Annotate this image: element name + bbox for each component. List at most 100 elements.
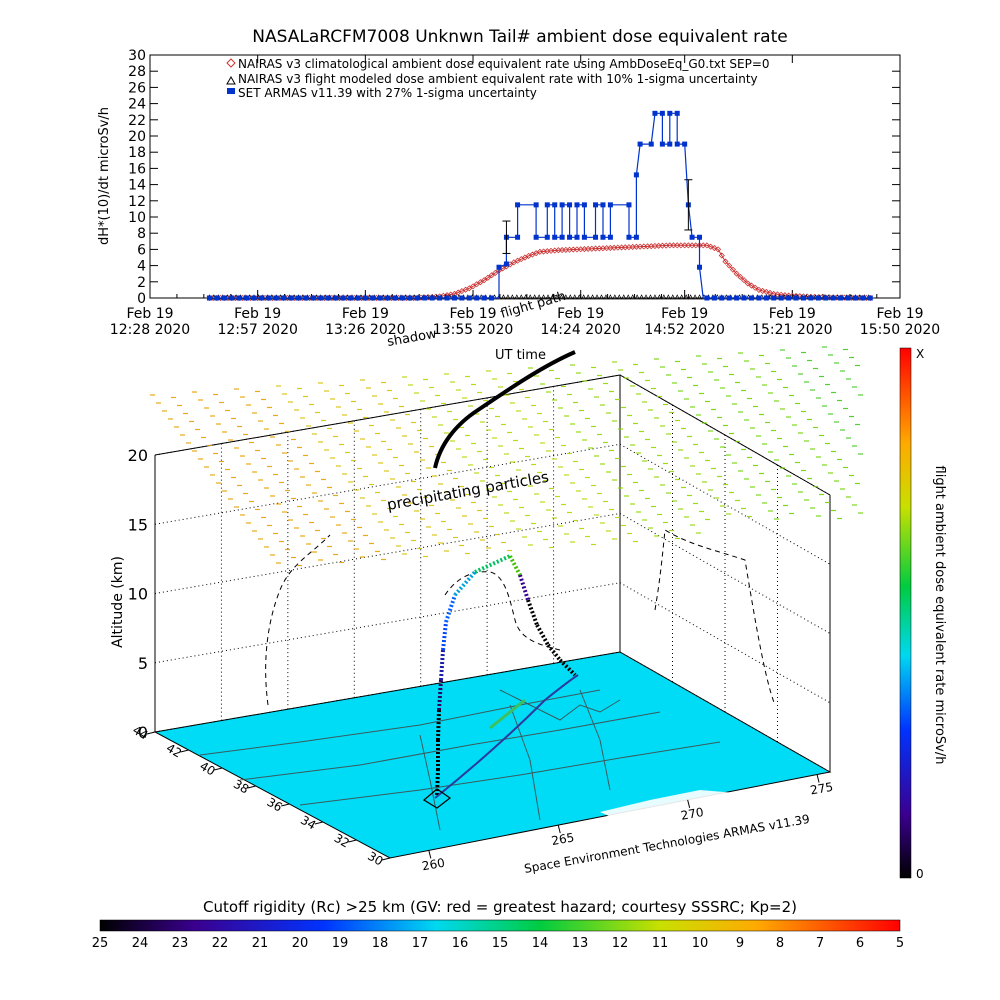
climatological-point	[726, 262, 733, 269]
armas-point	[258, 295, 264, 301]
flight-modeled-point	[585, 294, 591, 300]
y-tick-label: 6	[137, 242, 146, 258]
armas-point	[355, 295, 361, 301]
flight-modeled-point	[634, 294, 640, 300]
armas-point	[689, 234, 695, 240]
flight-modeled-point	[647, 294, 654, 300]
flight-modeled-point	[639, 294, 645, 300]
flight-modeled-point	[545, 294, 551, 300]
climatological-point	[466, 285, 473, 292]
flight-modeled-point	[652, 294, 658, 300]
armas-point	[748, 295, 754, 301]
trace-segment	[546, 643, 562, 662]
flight-modeled-point	[536, 294, 542, 300]
takeoff-marker	[422, 788, 452, 809]
armas-point	[414, 295, 420, 301]
flight-modeled-point	[603, 294, 609, 300]
armas-point	[515, 234, 521, 240]
shadow-curves	[265, 529, 776, 706]
trace-segment	[439, 649, 445, 681]
precipitating-particles	[150, 346, 863, 567]
z-grid-line	[619, 513, 831, 634]
armas-point	[667, 141, 673, 147]
armas-point	[838, 295, 844, 301]
flight-modeled-point	[612, 294, 618, 300]
y-tick-label: 22	[128, 113, 146, 129]
legend-entry-nairas-flight: NAIRAS v3 flight modeled dose ambient eq…	[238, 72, 758, 86]
armas-point	[674, 110, 680, 116]
lat-axis: 44 42 40 38 36 34 32 30	[130, 723, 391, 869]
armas-point	[236, 295, 242, 301]
lon-tick-label: 260	[421, 856, 446, 874]
armas-point	[496, 264, 502, 270]
armas-point	[362, 295, 368, 301]
flight-modeled-point	[496, 294, 502, 300]
armas-point	[273, 295, 279, 301]
lat-tick-label: 44	[130, 723, 150, 743]
trace-segment	[558, 658, 577, 677]
armas-point	[867, 295, 873, 301]
y-tick-label: 0	[137, 291, 146, 307]
flight-modeled-point	[554, 294, 560, 300]
x-tick-label-time: 15:21 2020	[752, 322, 832, 338]
scale-label: 9	[736, 936, 744, 951]
climatological-point	[718, 252, 725, 259]
legend-marker-diamond	[226, 58, 236, 68]
armas-point	[296, 295, 302, 301]
legend: NAIRAS v3 climatological ambient dose eq…	[226, 57, 770, 100]
y-tick-label: 12	[128, 194, 146, 210]
gulf-coast	[600, 788, 815, 830]
y-tick-label: 4	[137, 259, 146, 275]
x-tick-label-date: Feb 19	[661, 306, 708, 322]
z-axis: 0 5 10 15 20	[128, 446, 148, 742]
armas-point	[581, 234, 587, 240]
armas-point	[214, 295, 220, 301]
lon-tick-label: 275	[809, 780, 834, 798]
armas-point	[667, 110, 673, 116]
z-grid-line	[619, 443, 831, 565]
scale-label: 21	[252, 936, 269, 951]
series-armas-line	[209, 112, 871, 299]
trace-segment	[435, 769, 440, 796]
lat-tick-label: 38	[231, 777, 251, 797]
y-tick-label: 14	[128, 178, 146, 194]
armas-point	[481, 295, 487, 301]
lon-tick-label: 270	[680, 805, 705, 823]
flight-modeled-point	[621, 294, 627, 300]
armas-point	[533, 202, 539, 208]
lat-tick-label: 40	[197, 759, 217, 779]
armas-point	[830, 295, 836, 301]
legend-marker-square	[227, 88, 235, 94]
armas-point	[697, 234, 703, 240]
scale-label: 16	[452, 936, 469, 951]
colorbar-vertical	[899, 347, 912, 879]
armas-point	[437, 295, 443, 301]
lat-tick	[214, 767, 223, 771]
flight-modeled-point	[572, 294, 578, 300]
armas-point	[429, 295, 435, 301]
armas-point	[244, 295, 250, 301]
z-tick-label: 10	[128, 585, 148, 604]
flight-modeled-point	[514, 294, 520, 300]
trace-segment	[444, 594, 457, 623]
climatological-point	[729, 266, 736, 273]
armas-point	[559, 234, 565, 240]
y-tick-label: 20	[128, 129, 146, 145]
armas-point	[778, 295, 784, 301]
lon-axis: 260 265 270 275	[421, 774, 834, 874]
scale-label: 13	[572, 936, 589, 951]
armas-point	[574, 202, 580, 208]
flight-modeled-point	[696, 294, 703, 300]
armas-point	[593, 234, 599, 240]
flight-modeled-point	[607, 294, 613, 300]
scale-label: 5	[896, 936, 904, 951]
armas-point	[852, 295, 858, 301]
x-tick-label-time: 12:28 2020	[110, 322, 190, 338]
z-tick-label: 20	[128, 446, 148, 465]
armas-point	[347, 295, 353, 301]
lon-tick	[687, 799, 691, 808]
x-tick-label-date: Feb 19	[234, 306, 281, 322]
flight-modeled-point	[630, 294, 636, 300]
armas-point	[726, 295, 732, 301]
